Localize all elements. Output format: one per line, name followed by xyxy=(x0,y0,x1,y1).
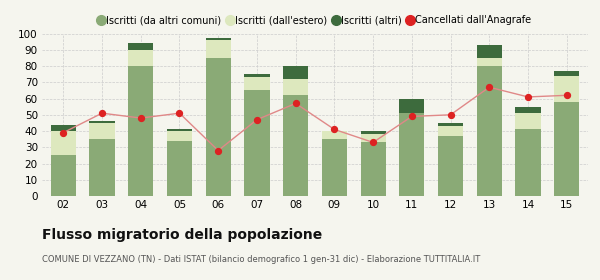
Bar xyxy=(554,102,579,196)
Bar xyxy=(554,76,579,102)
Bar xyxy=(361,143,386,196)
Bar xyxy=(167,141,192,196)
Bar xyxy=(322,139,347,196)
Bar xyxy=(128,66,154,196)
Point xyxy=(136,116,146,120)
Bar xyxy=(51,125,76,131)
Bar xyxy=(167,131,192,141)
Bar xyxy=(399,113,424,196)
Bar xyxy=(89,139,115,196)
Bar xyxy=(128,50,154,66)
Bar xyxy=(438,123,463,126)
Bar xyxy=(244,74,269,78)
Bar xyxy=(167,129,192,131)
Bar xyxy=(554,71,579,76)
Bar xyxy=(89,121,115,123)
Bar xyxy=(206,38,231,40)
Bar xyxy=(438,126,463,136)
Point xyxy=(291,101,301,106)
Point xyxy=(407,114,416,119)
Bar xyxy=(476,45,502,58)
Point xyxy=(329,127,339,132)
Point xyxy=(252,117,262,122)
Point xyxy=(368,140,378,145)
Point xyxy=(214,148,223,153)
Bar xyxy=(89,123,115,139)
Bar xyxy=(283,66,308,79)
Bar xyxy=(515,129,541,196)
Bar xyxy=(361,134,386,143)
Bar xyxy=(51,155,76,196)
Text: COMUNE DI VEZZANO (TN) - Dati ISTAT (bilancio demografico 1 gen-31 dic) - Elabor: COMUNE DI VEZZANO (TN) - Dati ISTAT (bil… xyxy=(42,255,480,264)
Point xyxy=(523,95,533,99)
Bar xyxy=(476,58,502,66)
Bar xyxy=(51,131,76,155)
Bar xyxy=(361,131,386,134)
Bar xyxy=(244,90,269,196)
Bar xyxy=(515,113,541,129)
Bar xyxy=(476,66,502,196)
Bar xyxy=(128,43,154,50)
Point xyxy=(446,113,455,117)
Legend: Iscritti (da altri comuni), Iscritti (dall'estero), Iscritti (altri), Cancellati: Iscritti (da altri comuni), Iscritti (da… xyxy=(98,15,532,25)
Point xyxy=(562,93,572,97)
Bar xyxy=(399,99,424,113)
Point xyxy=(97,111,107,115)
Text: Flusso migratorio della popolazione: Flusso migratorio della popolazione xyxy=(42,228,322,242)
Bar xyxy=(515,107,541,113)
Bar xyxy=(283,95,308,196)
Bar xyxy=(322,131,347,139)
Bar xyxy=(244,78,269,90)
Bar xyxy=(206,40,231,58)
Bar xyxy=(206,58,231,196)
Point xyxy=(58,130,68,135)
Bar xyxy=(438,136,463,196)
Point xyxy=(484,85,494,89)
Point xyxy=(175,111,184,115)
Bar xyxy=(283,79,308,95)
